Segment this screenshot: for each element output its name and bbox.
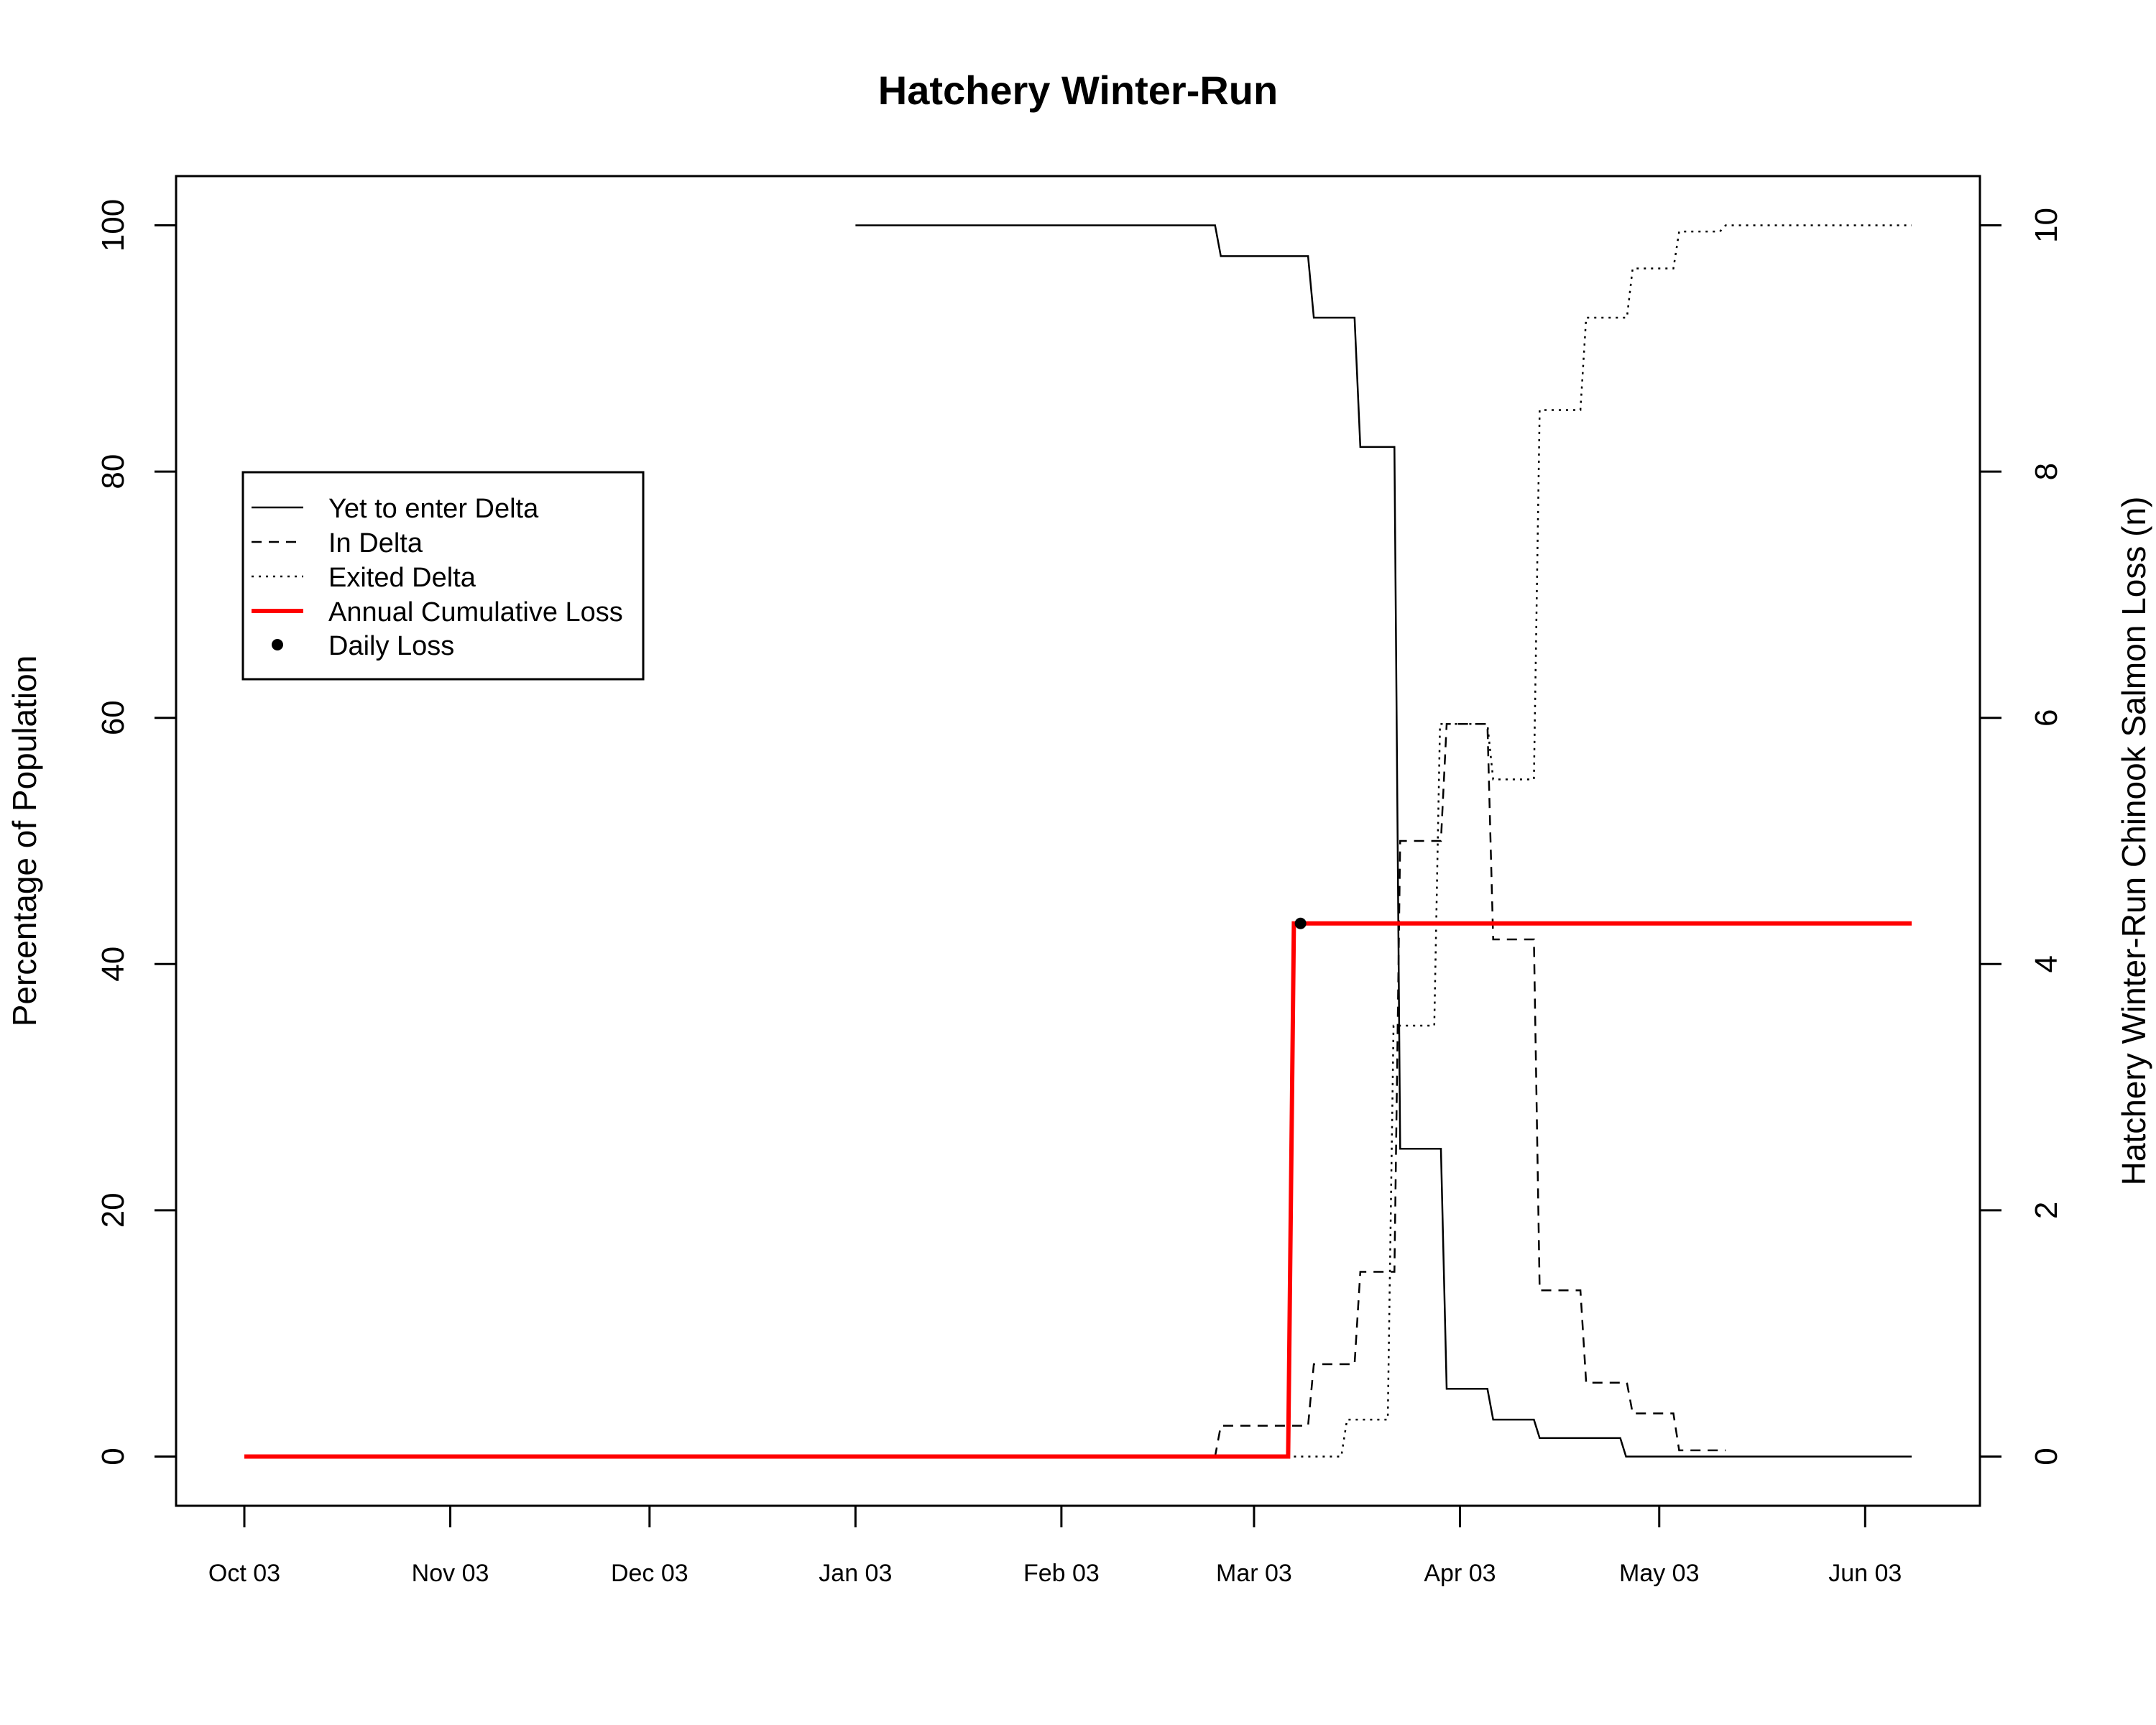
y-left-tick-label-1: 20 xyxy=(96,1192,131,1228)
legend-entry-annual-cumulative-loss: Annual Cumulative Loss xyxy=(252,597,623,627)
x-axis: Oct 03 Nov 03 Dec 03 Jan 03 Feb 03 Mar 03 Apr … xyxy=(208,1504,1902,1587)
y-right-tick-label-0: 0 xyxy=(2029,1448,2064,1465)
y-left-tick-label-3: 60 xyxy=(96,700,131,735)
chart-title: Hatchery Winter-Run xyxy=(878,68,1278,113)
y-left-tick-label-4: 80 xyxy=(96,454,131,489)
legend-label-exited-delta: Exited Delta xyxy=(328,563,476,593)
legend-entry-daily-loss: Daily Loss xyxy=(272,631,454,661)
series-line-exited-delta xyxy=(1294,224,1912,1458)
legend-swatch-daily-loss xyxy=(272,639,283,650)
legend-entry-in-delta: In Delta xyxy=(252,528,423,558)
x-tick-label-5: Mar 03 xyxy=(1216,1560,1292,1587)
x-tick-label-8: Jun 03 xyxy=(1828,1560,1902,1587)
y-left-tick-label-5: 100 xyxy=(96,199,131,252)
y-axis-right: 0 2 4 6 8 10 xyxy=(1978,208,2064,1466)
legend-label-annual-cumulative-loss: Annual Cumulative Loss xyxy=(328,597,623,627)
legend-entry-yet-to-enter-delta: Yet to enter Delta xyxy=(252,494,539,524)
y-right-tick-label-2: 4 xyxy=(2029,955,2064,972)
y-left-tick-label-0: 0 xyxy=(96,1448,131,1465)
series-line-yet-to-enter-delta xyxy=(855,224,1912,1458)
y-axis-right-label: Hatchery Winter-Run Chinook Salmon Loss … xyxy=(2115,497,2152,1186)
y-axis-left-label: Percentage of Population xyxy=(6,656,43,1027)
legend-box xyxy=(241,471,645,681)
x-tick-label-7: May 03 xyxy=(1619,1560,1700,1587)
series-line-annual-cumulative-loss xyxy=(244,921,1912,1459)
y-left-tick-label-2: 40 xyxy=(96,947,131,982)
legend: Yet to enter Delta In Delta Exited Delta… xyxy=(241,471,645,681)
y-right-tick-label-1: 2 xyxy=(2029,1202,2064,1219)
y-right-tick-label-4: 8 xyxy=(2029,463,2064,480)
y-axis-left: 0 20 40 60 80 100 xyxy=(96,199,178,1466)
series-layer xyxy=(244,224,1912,1459)
point-daily-loss-0 xyxy=(1294,917,1307,929)
x-tick-label-6: Apr 03 xyxy=(1424,1560,1496,1587)
x-tick-label-4: Feb 03 xyxy=(1023,1560,1100,1587)
x-tick-label-2: Dec 03 xyxy=(611,1560,688,1587)
legend-entry-exited-delta: Exited Delta xyxy=(252,563,476,593)
x-tick-label-3: Jan 03 xyxy=(819,1560,892,1587)
legend-label-yet-to-enter-delta: Yet to enter Delta xyxy=(328,494,539,524)
x-tick-label-1: Nov 03 xyxy=(412,1560,489,1587)
y-right-tick-label-5: 10 xyxy=(2029,208,2064,243)
y-right-tick-label-3: 6 xyxy=(2029,709,2064,726)
plot-area-frame xyxy=(175,175,1981,1507)
legend-label-in-delta: In Delta xyxy=(328,528,423,558)
legend-label-daily-loss: Daily Loss xyxy=(328,631,454,661)
x-tick-label-0: Oct 03 xyxy=(208,1560,280,1587)
series-line-in-delta xyxy=(1214,723,1726,1458)
